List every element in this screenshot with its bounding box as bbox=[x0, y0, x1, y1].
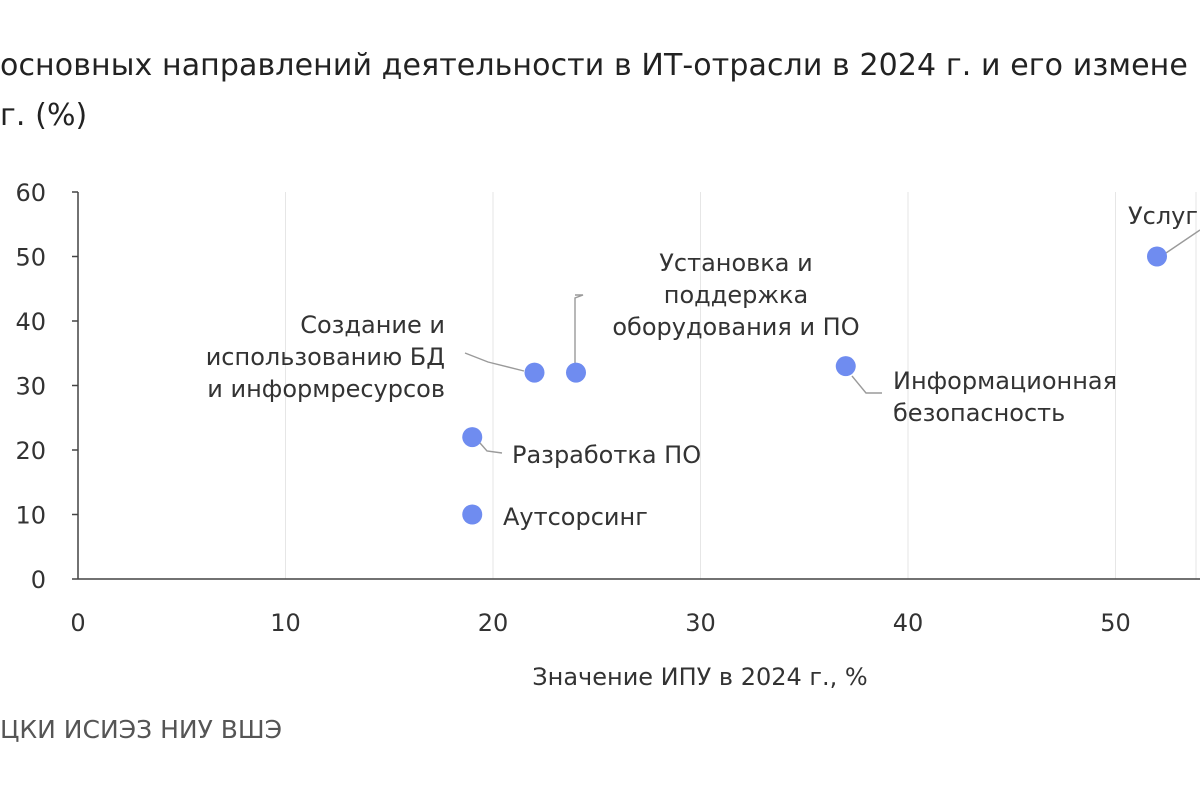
point-label-3: Создание и использованию БД и информресурс… bbox=[206, 311, 445, 403]
point-label-4-line-3: оборудования и ПО bbox=[612, 313, 859, 341]
data-point-5 bbox=[835, 356, 856, 377]
point-label-2-line-1: Разработка ПО bbox=[512, 441, 701, 469]
data-point-3 bbox=[524, 362, 545, 383]
point-label-4: Установка и поддержка оборудования и ПО bbox=[612, 249, 859, 341]
point-label-5: Информационная безопасность bbox=[893, 367, 1117, 427]
leader-line-4 bbox=[574, 294, 584, 363]
x-axis-label: Значение ИПУ в 2024 г., % bbox=[532, 663, 867, 691]
x-tick-label-30: 30 bbox=[685, 609, 716, 637]
leader-line-5 bbox=[851, 375, 882, 394]
point-label-3-line-1: Создание и bbox=[300, 311, 445, 339]
leader-line-2 bbox=[479, 442, 503, 454]
data-point-4 bbox=[566, 362, 586, 383]
point-label-4-line-1: Установка и bbox=[659, 249, 812, 277]
y-tick-label-0: 0 bbox=[31, 566, 46, 594]
leader-lines bbox=[464, 229, 1200, 454]
point-label-5-line-1: Информационная bbox=[893, 367, 1117, 395]
x-tick-label-20: 20 bbox=[478, 609, 509, 637]
chart-title-line-1: основных направлений деятельности в ИТ-о… bbox=[0, 48, 1188, 83]
x-tick-label-40: 40 bbox=[893, 609, 924, 637]
y-tick-label-40: 40 bbox=[15, 308, 46, 336]
y-tick-label-50: 50 bbox=[15, 244, 46, 272]
data-point-2 bbox=[462, 427, 483, 448]
y-tick-label-10: 10 bbox=[15, 502, 46, 530]
axes bbox=[72, 191, 1200, 580]
point-label-4-line-2: поддержка bbox=[664, 281, 808, 309]
y-tick-label-30: 30 bbox=[15, 373, 46, 401]
x-tick-label-0: 0 bbox=[70, 609, 85, 637]
data-point-1 bbox=[462, 504, 483, 525]
leader-line-6 bbox=[1165, 229, 1200, 254]
y-tick-label-60: 60 bbox=[15, 179, 46, 207]
source-note: ЦКИ ИСИЭЗ НИУ ВШЭ bbox=[0, 715, 283, 744]
y-tick-label-20: 20 bbox=[15, 437, 46, 465]
x-tick-label-50: 50 bbox=[1100, 609, 1131, 637]
point-label-2: Разработка ПО bbox=[512, 441, 701, 469]
point-label-6-line-1: Услуг bbox=[1128, 202, 1198, 230]
point-label-1: Аутсорсинг bbox=[503, 503, 648, 531]
point-label-6: Услуг bbox=[1128, 202, 1198, 230]
data-points bbox=[462, 246, 1167, 525]
point-label-5-line-2: безопасность bbox=[893, 399, 1065, 427]
leader-line-3 bbox=[464, 352, 525, 372]
grid-lines bbox=[285, 192, 1197, 579]
data-point-6 bbox=[1147, 246, 1167, 267]
chart-title-line-2: г. (%) bbox=[0, 98, 88, 133]
point-label-1-line-1: Аутсорсинг bbox=[503, 503, 648, 531]
point-label-3-line-3: и информресурсов bbox=[207, 375, 445, 403]
tick-labels: 0 10 20 30 40 50 60 0 10 20 30 40 50 bbox=[15, 179, 1130, 637]
point-label-3-line-2: использованию БД bbox=[206, 343, 445, 371]
point-labels: Аутсорсинг Разработка ПО Создание и использ… bbox=[206, 202, 1198, 531]
x-tick-label-10: 10 bbox=[270, 609, 301, 637]
